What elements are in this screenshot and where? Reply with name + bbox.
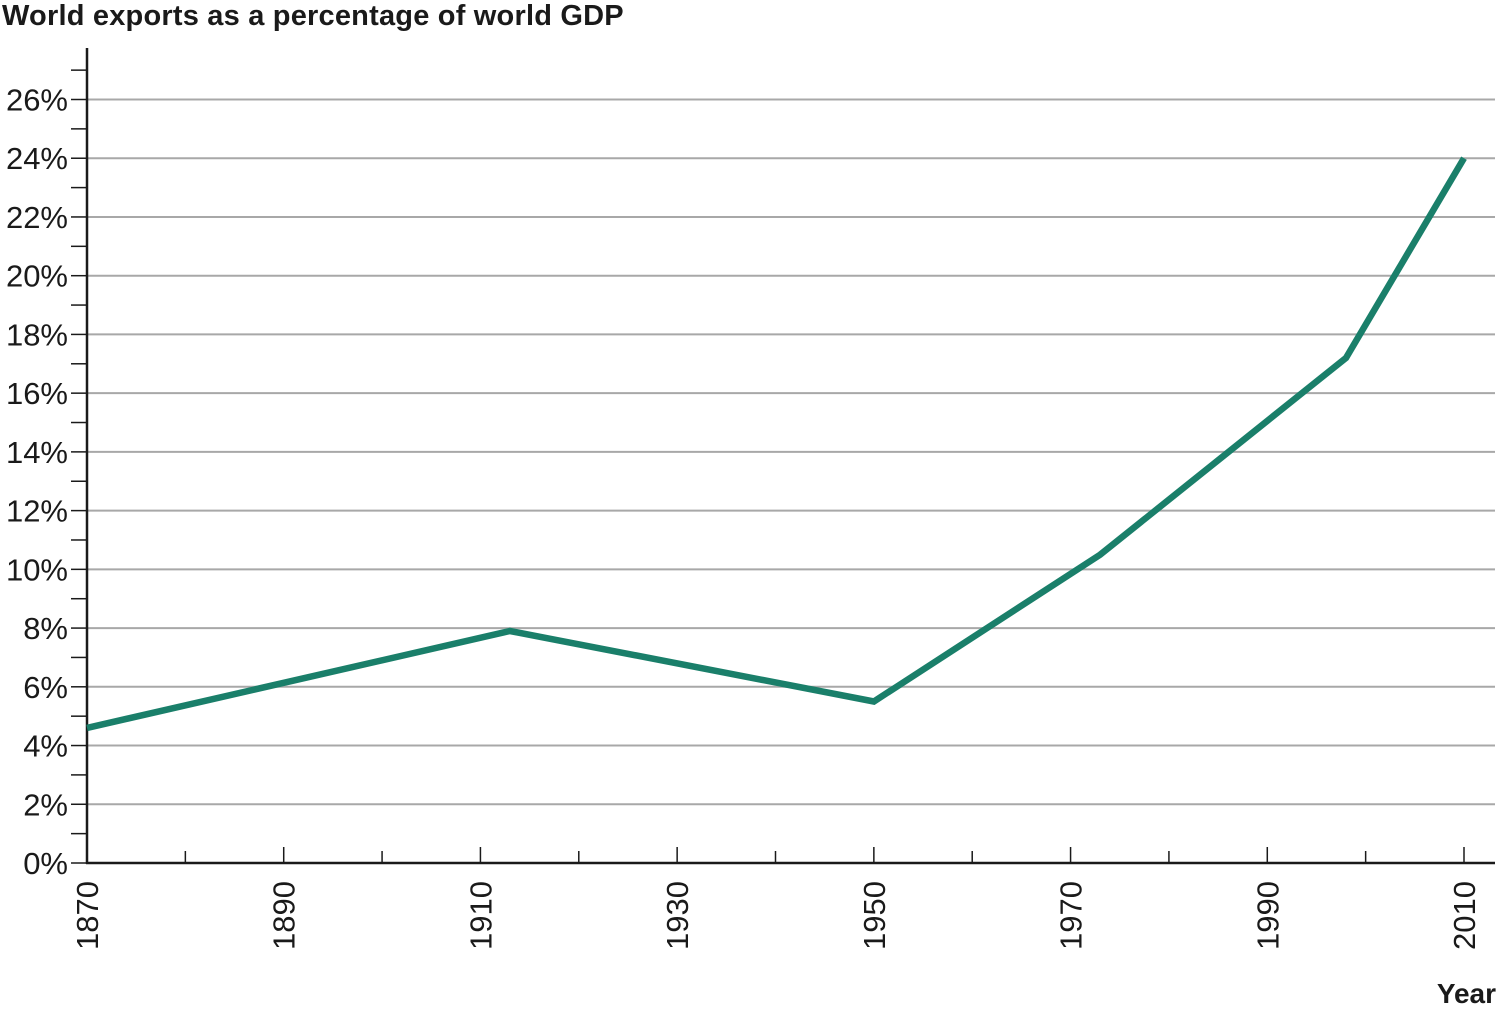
y-tick-label: 22% (6, 200, 68, 235)
x-tick-label: 1870 (70, 881, 105, 950)
chart-title: World exports as a percentage of world G… (2, 0, 624, 32)
y-tick-label: 16% (6, 376, 68, 411)
x-tick-label: 1950 (857, 881, 892, 950)
x-tick-labels: 1870 1890 1910 1930 1950 1970 1990 2010 (70, 881, 1482, 950)
y-tick-label: 4% (23, 729, 68, 764)
y-tick-label: 2% (23, 787, 68, 822)
y-tick-label: 8% (23, 611, 68, 646)
axes (85, 48, 1495, 865)
x-tick-label: 1970 (1054, 881, 1089, 950)
y-tick-label: 6% (23, 670, 68, 705)
x-tick-label: 1890 (267, 881, 302, 950)
gridlines (87, 98, 1495, 806)
y-tick-label: 0% (23, 846, 68, 881)
y-tick-label: 26% (6, 83, 68, 118)
x-tick-label: 2010 (1447, 881, 1482, 950)
y-tick-labels: 0% 2% 4% 6% 8% 10% 12% 14% 16% 18% 20% 22% 24% 26% (6, 83, 68, 882)
y-tick-label: 18% (6, 317, 68, 352)
x-tick-label: 1910 (463, 881, 498, 950)
series-line (86, 156, 1467, 732)
y-tick-label: 12% (6, 494, 68, 529)
y-tick-label: 10% (6, 552, 68, 587)
x-axis-label: Year (1436, 978, 1496, 1009)
x-tick-label: 1930 (660, 881, 695, 950)
tick-marks (71, 69, 1465, 864)
y-tick-label: 20% (6, 259, 68, 294)
x-tick-label: 1990 (1250, 881, 1285, 950)
data-series (86, 156, 1467, 732)
y-tick-label: 14% (6, 435, 68, 470)
y-tick-label: 24% (6, 141, 68, 176)
